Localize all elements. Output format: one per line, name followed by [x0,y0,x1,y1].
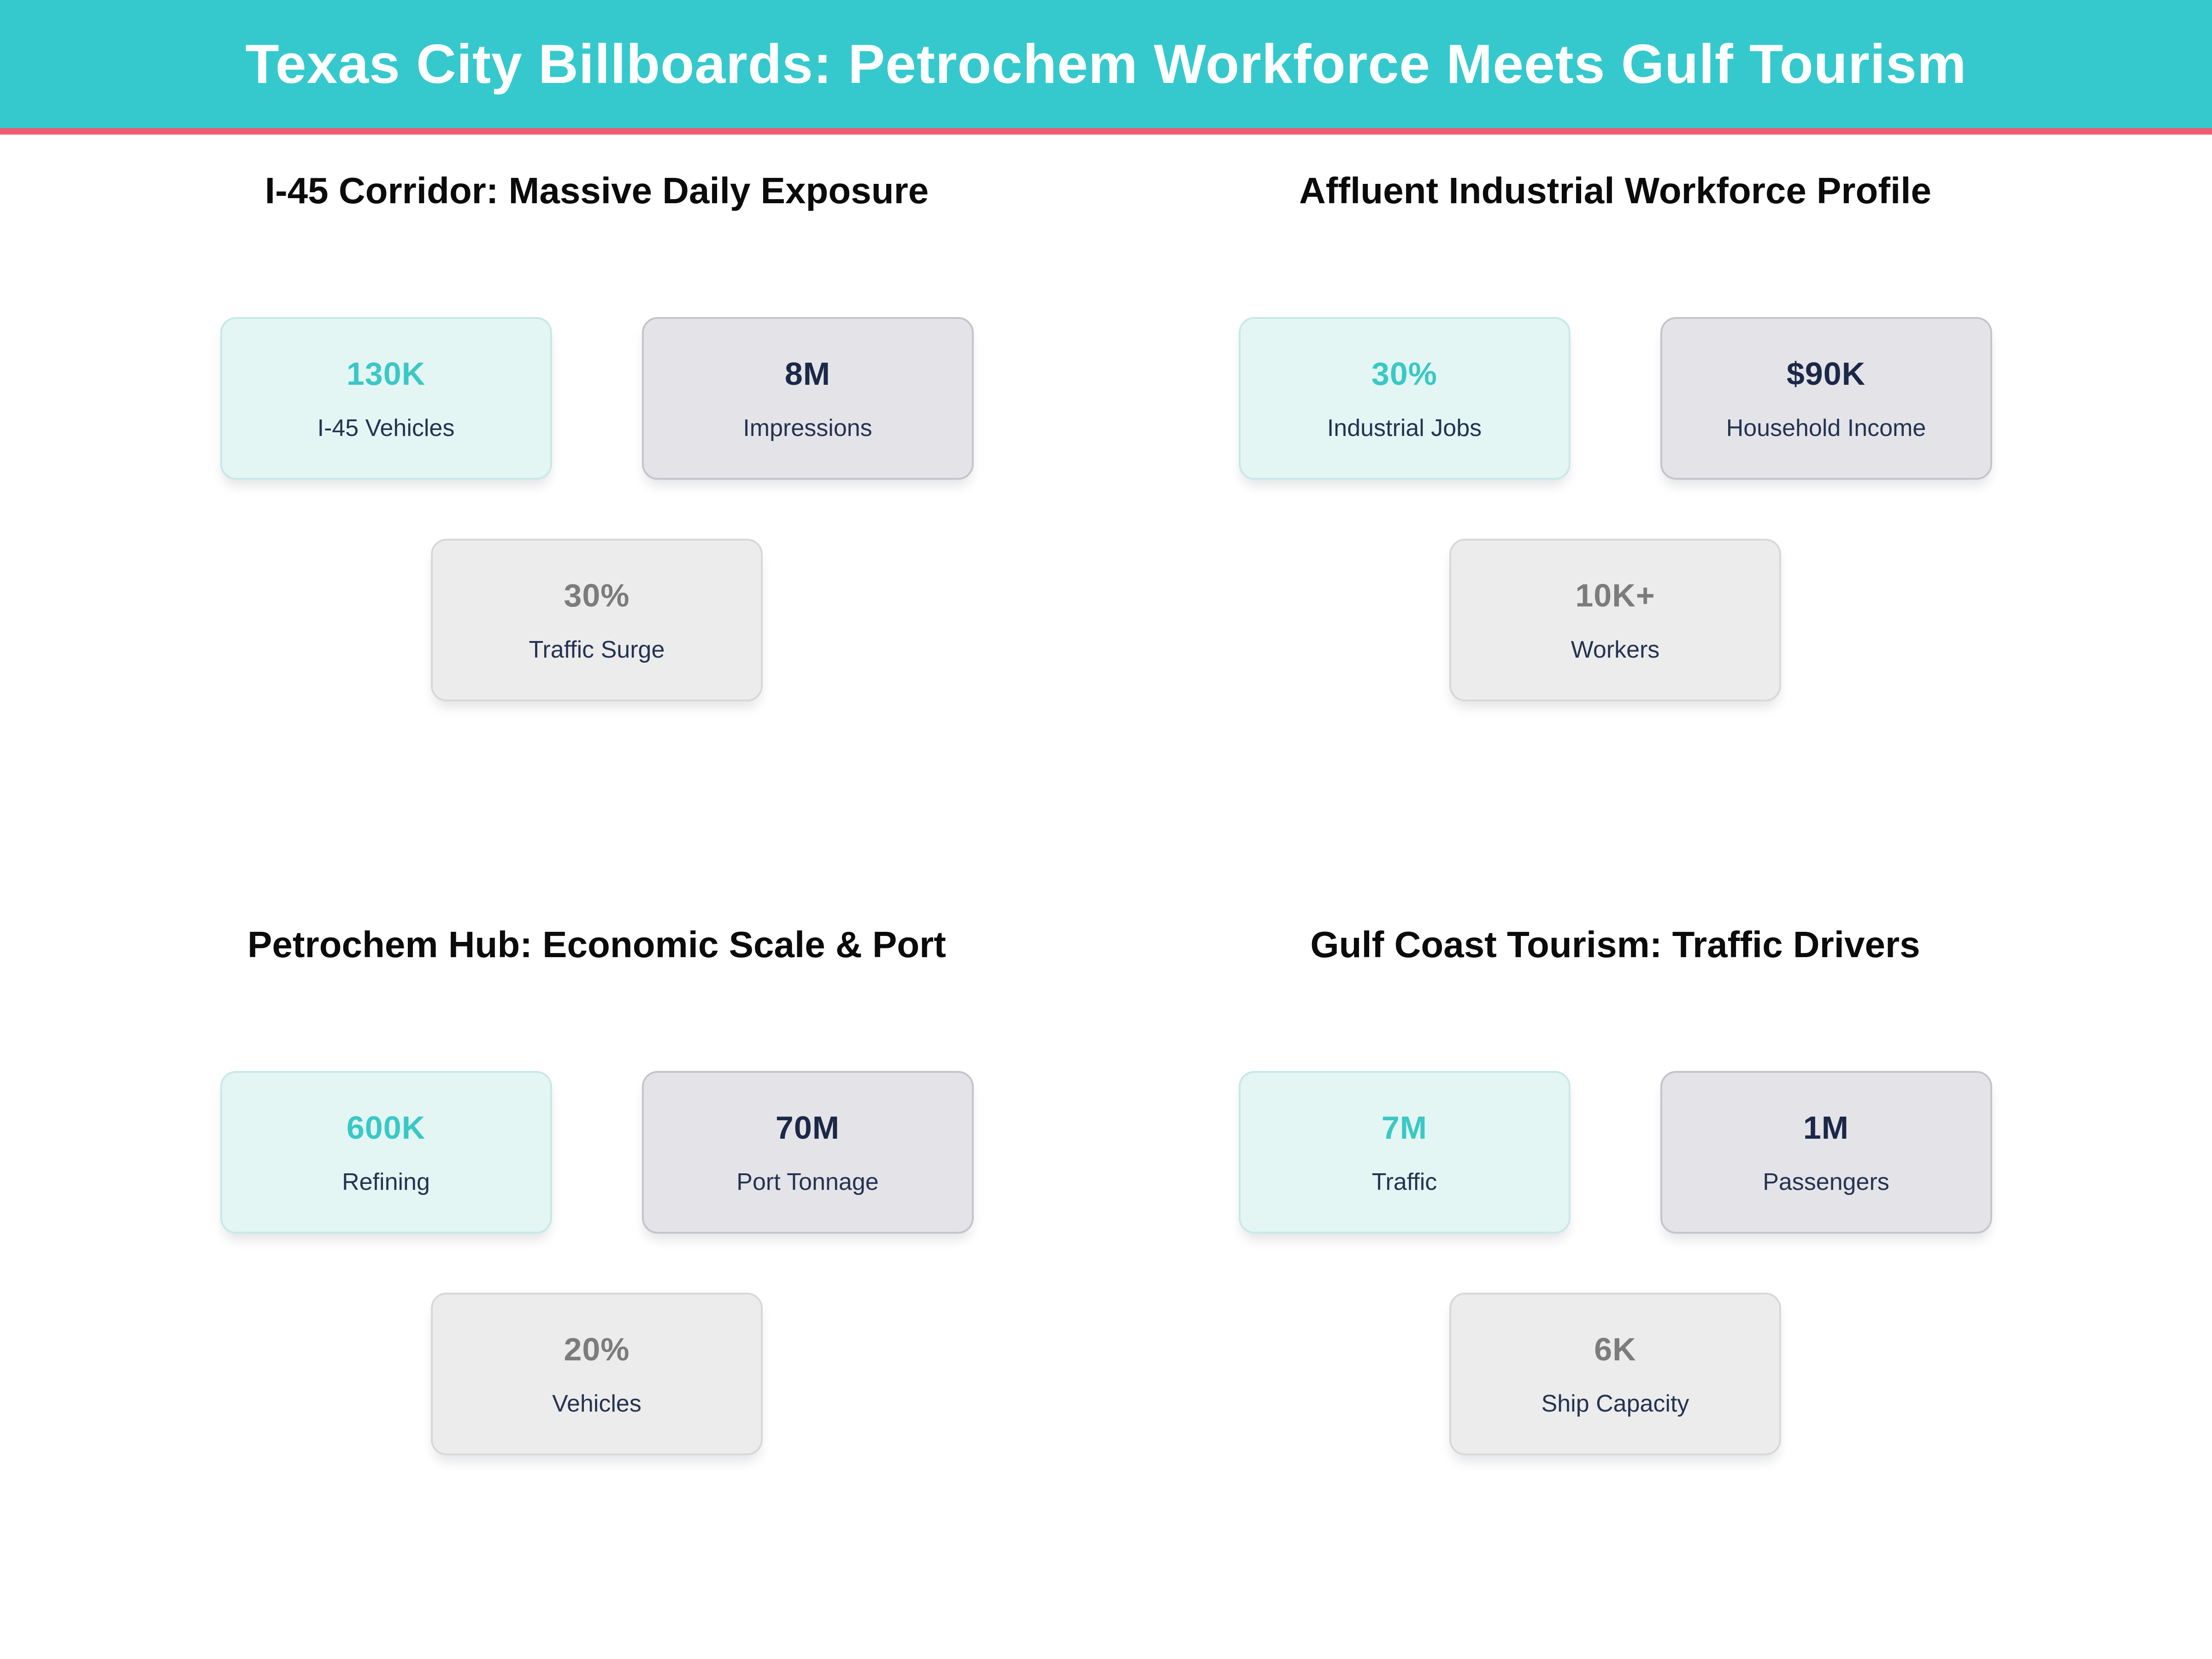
stat-value: 10K+ [1575,577,1655,613]
section-workforce-profile: Affluent Industrial Workforce Profile 30… [1226,169,2005,701]
stat-card-traffic: 7M Traffic [1238,1071,1571,1234]
stat-card-traffic-surge: 30% Traffic Surge [431,539,763,701]
stat-value: $90K [1786,355,1866,392]
stat-label: Household Income [1726,414,1926,441]
stat-label: I-45 Vehicles [317,414,455,441]
stat-label: Passengers [1763,1168,1889,1195]
section-title: I-45 Corridor: Massive Daily Exposure [265,170,929,211]
card-row: 20% Vehicles [431,1293,763,1455]
stat-card-vehicles: 20% Vehicles [431,1293,763,1455]
stat-label: Workers [1571,636,1660,663]
stat-label: Traffic [1371,1168,1437,1195]
card-row: 130K I-45 Vehicles 8M Impressions [220,317,974,480]
card-row: 10K+ Workers [1449,539,1781,701]
card-row: 7M Traffic 1M Passengers [1238,1071,1992,1234]
stat-value: 1M [1803,1109,1849,1146]
stat-card-ship-capacity: 6K Ship Capacity [1449,1293,1781,1455]
stats-grid: I-45 Corridor: Massive Daily Exposure 13… [207,135,2005,1455]
section-gulf-tourism: Gulf Coast Tourism: Traffic Drivers 7M T… [1226,923,2005,1455]
card-row: 600K Refining 70M Port Tonnage [220,1071,974,1234]
page-title: Texas City Billboards: Petrochem Workfor… [245,33,1967,95]
card-row: 30% Traffic Surge [431,539,763,701]
stat-value: 8M [784,355,831,392]
stat-card-workers: 10K+ Workers [1449,539,1781,701]
stat-card-passengers: 1M Passengers [1660,1071,1992,1234]
stat-value: 6K [1594,1331,1636,1367]
stat-card-refining: 600K Refining [220,1071,552,1234]
section-petrochem-hub: Petrochem Hub: Economic Scale & Port 600… [207,923,986,1455]
stat-card-household-income: $90K Household Income [1660,317,1992,480]
page-header: Texas City Billboards: Petrochem Workfor… [0,0,2212,135]
stat-label: Ship Capacity [1541,1390,1689,1417]
stat-label: Refining [342,1168,430,1195]
stat-value: 7M [1381,1109,1428,1146]
stat-card-impressions: 8M Impressions [641,317,974,480]
stat-value: 30% [564,577,630,613]
stat-card-industrial-jobs: 30% Industrial Jobs [1238,317,1571,480]
section-i45-corridor: I-45 Corridor: Massive Daily Exposure 13… [207,169,986,701]
stat-card-port-tonnage: 70M Port Tonnage [641,1071,974,1234]
stat-value: 130K [346,355,426,392]
section-title: Gulf Coast Tourism: Traffic Drivers [1310,924,1920,965]
stat-value: 600K [346,1109,426,1146]
stat-label: Industrial Jobs [1327,414,1482,441]
stat-label: Impressions [743,414,872,441]
stat-value: 30% [1371,355,1438,392]
stat-label: Vehicles [552,1390,641,1417]
stat-value: 70M [775,1109,840,1146]
stat-label: Traffic Surge [529,636,665,663]
stat-label: Port Tonnage [736,1168,879,1195]
section-title: Petrochem Hub: Economic Scale & Port [247,924,946,965]
stat-card-i45-vehicles: 130K I-45 Vehicles [220,317,552,480]
card-row: 6K Ship Capacity [1449,1293,1781,1455]
card-row: 30% Industrial Jobs $90K Household Incom… [1238,317,1992,480]
section-title: Affluent Industrial Workforce Profile [1299,170,1931,211]
stat-value: 20% [564,1331,630,1367]
